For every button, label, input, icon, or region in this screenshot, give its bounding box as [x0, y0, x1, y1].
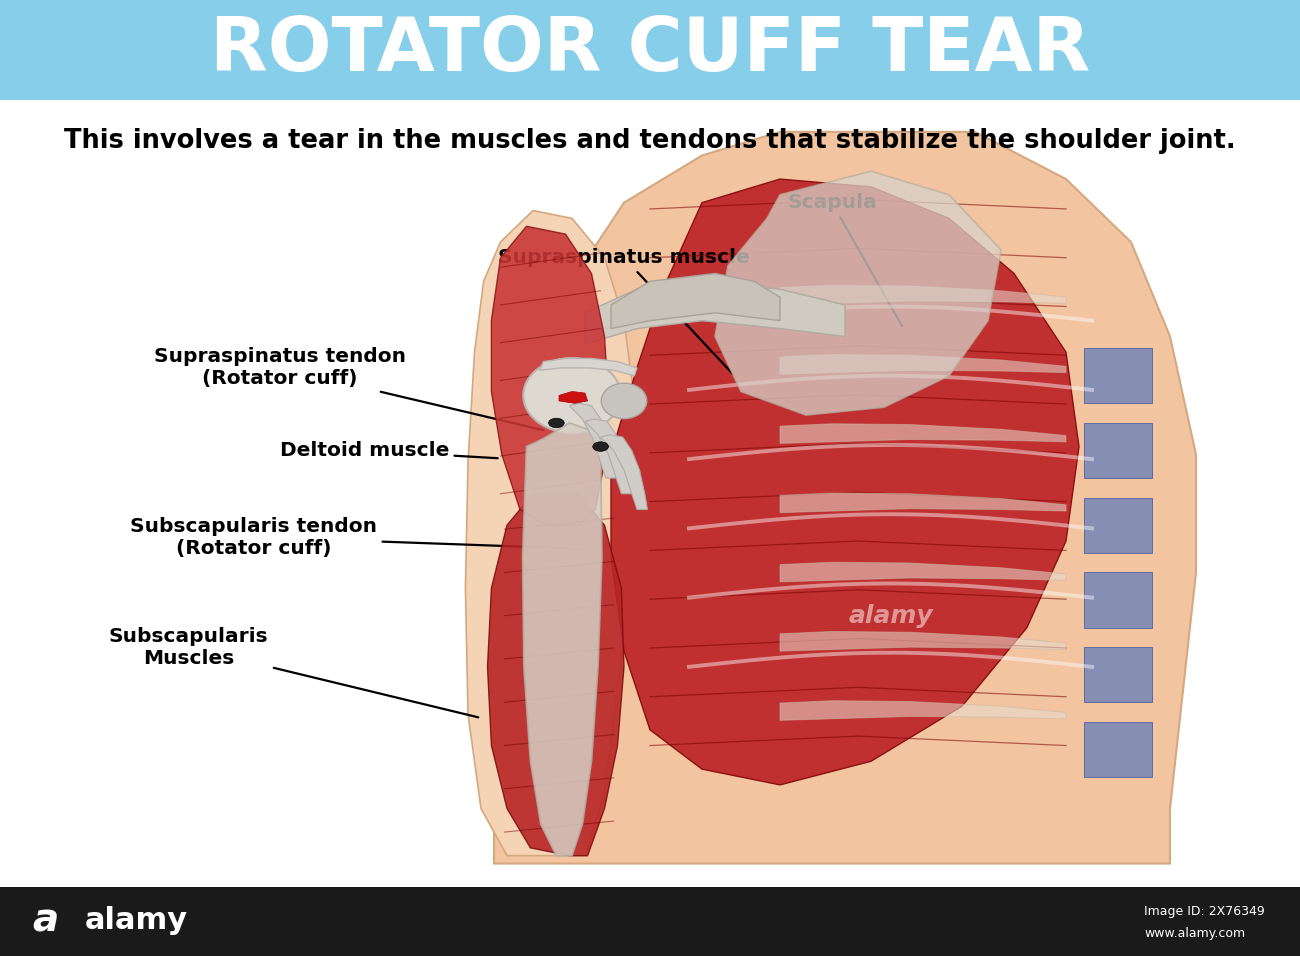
Polygon shape — [780, 562, 1066, 582]
Polygon shape — [611, 273, 780, 329]
Text: a: a — [32, 902, 58, 939]
Text: alamy: alamy — [84, 905, 187, 935]
Polygon shape — [494, 132, 1196, 863]
Text: Supraspinatus tendon
(Rotator cuff): Supraspinatus tendon (Rotator cuff) — [153, 347, 543, 430]
Polygon shape — [1084, 348, 1152, 403]
Polygon shape — [491, 227, 608, 525]
Polygon shape — [1084, 722, 1152, 777]
Polygon shape — [780, 355, 1066, 374]
Circle shape — [593, 442, 608, 451]
Polygon shape — [601, 435, 647, 510]
Circle shape — [549, 418, 564, 427]
Text: Subscapularis tendon
(Rotator cuff): Subscapularis tendon (Rotator cuff) — [130, 516, 582, 557]
Text: alamy: alamy — [848, 604, 933, 628]
Polygon shape — [780, 701, 1066, 721]
Polygon shape — [780, 285, 1066, 305]
Polygon shape — [488, 494, 624, 856]
Polygon shape — [611, 179, 1079, 785]
Polygon shape — [780, 424, 1066, 444]
Polygon shape — [780, 493, 1066, 512]
Text: Scapula: Scapula — [786, 193, 902, 326]
Polygon shape — [585, 281, 845, 344]
Ellipse shape — [523, 358, 621, 433]
Text: Supraspinatus muscle: Supraspinatus muscle — [498, 249, 750, 374]
Text: Image ID: 2X76349: Image ID: 2X76349 — [1144, 904, 1265, 918]
Polygon shape — [1084, 423, 1152, 478]
Text: Subscapularis
Muscles: Subscapularis Muscles — [109, 627, 478, 717]
Polygon shape — [465, 210, 637, 856]
Ellipse shape — [601, 383, 647, 419]
Polygon shape — [1084, 647, 1152, 703]
Text: This involves a tear in the muscles and tendons that stabilize the shoulder join: This involves a tear in the muscles and … — [64, 128, 1236, 154]
Polygon shape — [1084, 498, 1152, 553]
Polygon shape — [523, 423, 602, 856]
Polygon shape — [780, 632, 1066, 651]
Polygon shape — [569, 403, 616, 478]
Polygon shape — [540, 358, 637, 376]
Text: Deltoid muscle: Deltoid muscle — [280, 441, 498, 460]
Text: www.alamy.com: www.alamy.com — [1144, 927, 1245, 941]
Polygon shape — [559, 392, 588, 403]
Text: ROTATOR CUFF TEAR: ROTATOR CUFF TEAR — [209, 13, 1091, 87]
Polygon shape — [585, 419, 632, 494]
Polygon shape — [715, 171, 1001, 415]
Polygon shape — [1084, 573, 1152, 627]
